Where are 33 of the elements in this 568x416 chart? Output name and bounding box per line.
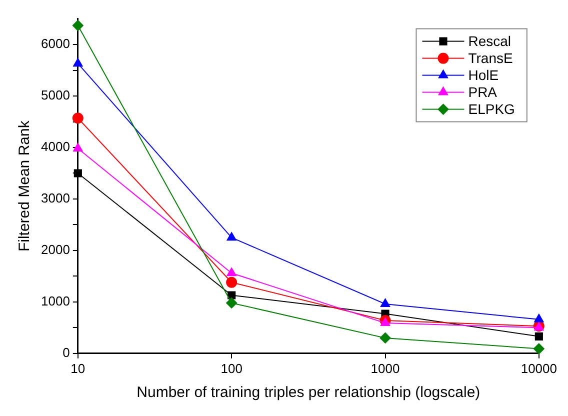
point — [72, 112, 84, 124]
legend-label: Rescal — [468, 33, 512, 50]
point — [74, 169, 82, 178]
y-tick-label: 1000 — [41, 294, 70, 308]
x-tick-label: 1000 — [370, 360, 400, 376]
y-tick-label: 2000 — [41, 242, 70, 258]
x-axis-title: Number of training triples per relationship (logscale) — [136, 384, 480, 402]
point — [72, 20, 84, 31]
point — [73, 58, 83, 67]
y-tick-label: 5000 — [41, 88, 70, 103]
point — [534, 314, 544, 322]
point — [226, 276, 238, 288]
point — [380, 298, 390, 307]
legend-label: HolE — [468, 67, 499, 84]
point — [380, 332, 391, 344]
point — [533, 343, 544, 354]
y-tick-label: 3000 — [41, 190, 70, 206]
point — [226, 297, 238, 308]
legend-label: TransE — [468, 50, 513, 66]
x-tick-label: 10000 — [520, 360, 558, 376]
point — [226, 268, 236, 276]
point — [534, 332, 543, 340]
point — [73, 143, 83, 152]
legend-label: ELPKG — [468, 101, 515, 118]
point — [226, 232, 236, 241]
x-tick-label: 10 — [70, 360, 86, 376]
point — [380, 318, 390, 326]
y-tick-label: 4000 — [41, 139, 70, 154]
y-tick-label: 6000 — [41, 36, 70, 52]
y-tick-label: 0 — [62, 344, 70, 360]
legend-label: PRA — [468, 84, 498, 100]
y-axis-title: Filtered Mean Rank — [16, 120, 34, 252]
x-tick-label: 100 — [220, 360, 242, 376]
